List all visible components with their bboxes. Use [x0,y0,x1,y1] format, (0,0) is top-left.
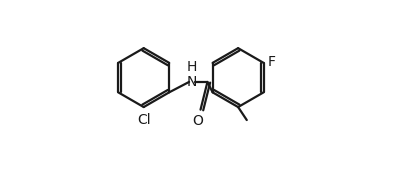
Text: N: N [187,75,197,89]
Text: O: O [192,114,203,128]
Text: H: H [187,60,197,74]
Text: Cl: Cl [137,113,150,127]
Text: F: F [268,55,276,69]
